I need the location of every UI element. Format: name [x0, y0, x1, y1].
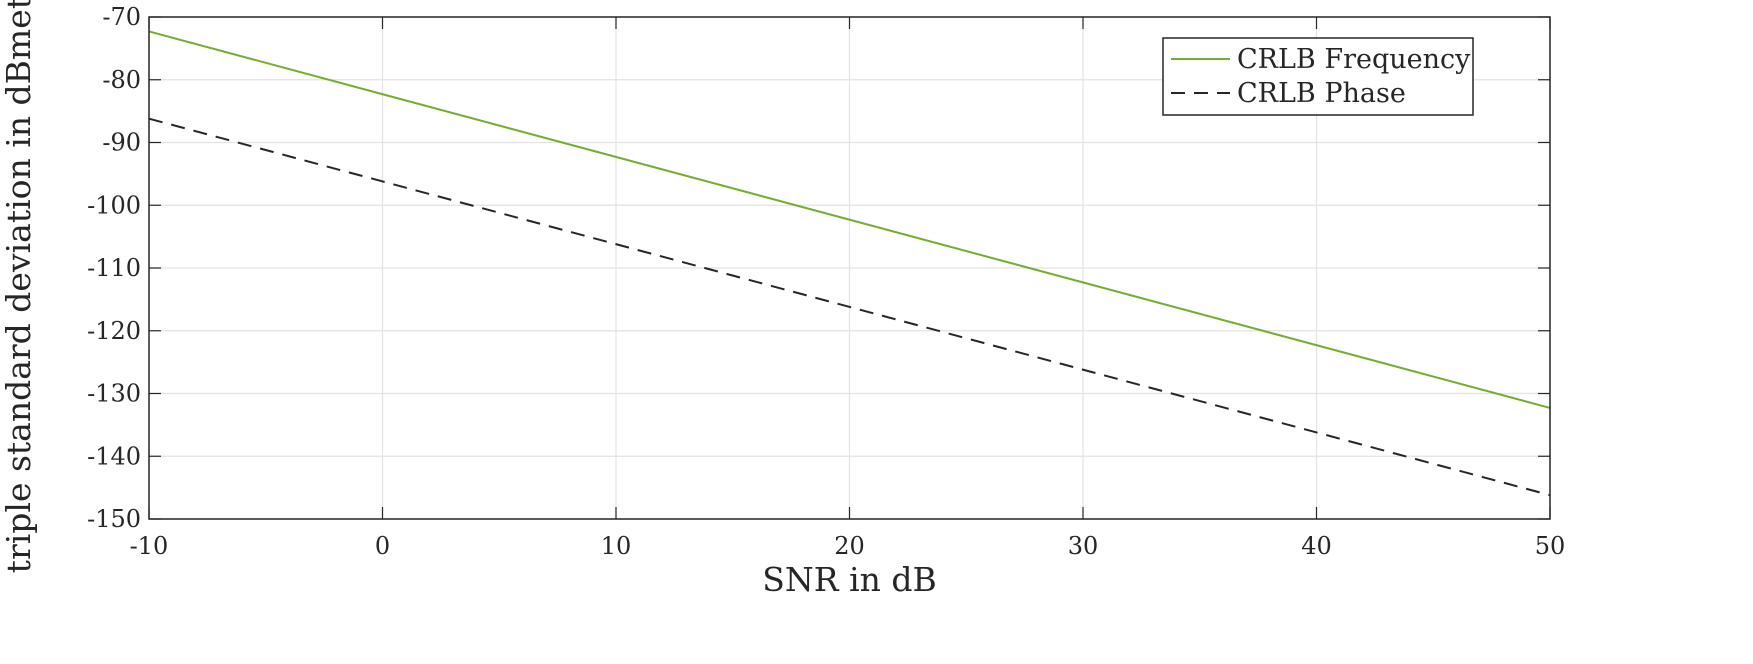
x-tick-label: 40 [1301, 532, 1332, 560]
y-tick-label: -150 [87, 505, 141, 533]
legend-label-crlb-phase: CRLB Phase [1237, 78, 1406, 109]
series-crlb-frequency [148, 30, 1551, 409]
y-tick-label: -100 [87, 191, 141, 219]
y-tick-label: -130 [87, 380, 141, 408]
tick-labels: -10 0 10 20 30 40 50-70-80-90-100-110-120-130-… [87, 3, 1565, 560]
y-tick-label: -80 [102, 66, 141, 94]
y-tick-label: -140 [87, 442, 141, 470]
x-tick-label: 50 [1535, 532, 1566, 560]
y-axis-label: triple standard deviation in dBmeter [0, 0, 38, 573]
series-layer [148, 30, 1551, 497]
x-tick-label: 10 [601, 532, 632, 560]
x-tick-label: -10 [130, 532, 169, 560]
legend-box [1162, 37, 1474, 116]
x-tick-label: 20 [834, 532, 865, 560]
x-tick-label: 30 [1068, 532, 1099, 560]
y-tick-label: -70 [102, 3, 141, 31]
y-tick-label: -90 [102, 129, 141, 157]
ticks [148, 16, 1551, 520]
y-tick-label: -120 [87, 317, 141, 345]
x-axis-label: SNR in dB [762, 560, 937, 599]
y-tick-label: -110 [87, 254, 141, 282]
legend-label-crlb-frequency: CRLB Frequency [1237, 44, 1471, 75]
series-crlb-phase [148, 117, 1551, 497]
legend: CRLB Frequency CRLB Phase [1162, 37, 1474, 116]
x-tick-label: 0 [375, 532, 390, 560]
